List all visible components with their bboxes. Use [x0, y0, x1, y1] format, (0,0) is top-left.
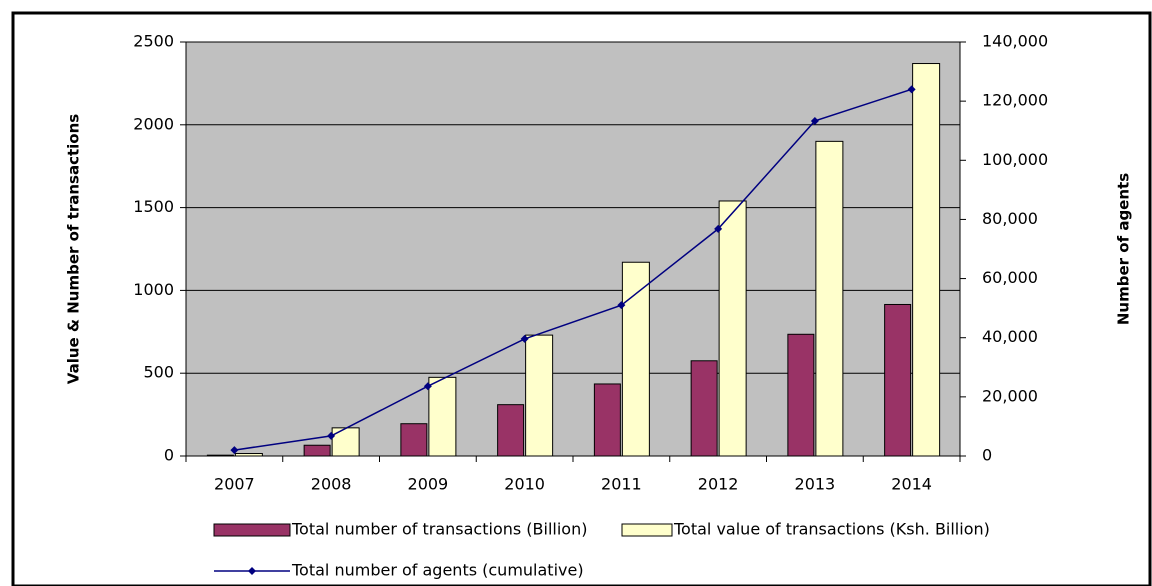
bar: [787, 333, 815, 457]
y-tick-label: 1500: [133, 197, 174, 216]
x-tick-label: 2010: [504, 475, 545, 494]
bar: [428, 376, 457, 457]
line-marker: [907, 85, 916, 94]
bar: [303, 444, 331, 457]
x-tick-label: 2009: [408, 475, 449, 494]
x-tick-label: 2014: [891, 475, 932, 494]
x-tick-label: 2011: [601, 475, 642, 494]
y2-tick-label: 100,000: [982, 150, 1048, 169]
line-marker: [617, 301, 626, 310]
y-axis-label: Value & Number of transactions: [65, 114, 83, 384]
y2-tick-label: 40,000: [982, 327, 1038, 346]
bar: [234, 453, 263, 457]
y2-tick-label: 140,000: [982, 32, 1048, 51]
y-tick-label: 2000: [133, 114, 174, 133]
y2-tick-label: 20,000: [982, 386, 1038, 405]
bar: [497, 404, 525, 457]
line-marker: [714, 224, 723, 233]
y2-tick-label: 60,000: [982, 268, 1038, 287]
y2-tick-label: 120,000: [982, 91, 1048, 110]
legend-label: Total number of agents (cumulative): [291, 561, 584, 580]
line-marker: [810, 116, 819, 125]
x-tick-label: 2007: [214, 475, 255, 494]
y-tick-label: 1000: [133, 280, 174, 299]
bar: [331, 427, 360, 457]
bar: [815, 140, 844, 457]
bar: [593, 383, 621, 457]
plot-area: [186, 42, 960, 456]
y-tick-label: 0: [164, 446, 174, 465]
y2-tick-label: 0: [982, 446, 992, 465]
line-marker: [230, 446, 239, 455]
legend-swatch: [213, 523, 291, 537]
bar: [690, 360, 718, 457]
legend-marker: [248, 567, 256, 575]
line-marker: [520, 334, 529, 343]
x-tick-label: 2013: [795, 475, 836, 494]
bar: [621, 261, 650, 457]
x-tick-label: 2012: [698, 475, 739, 494]
bar: [718, 200, 747, 457]
bar: [400, 423, 428, 457]
legend-label: Total number of transactions (Billion): [291, 520, 587, 539]
line-series: [234, 88, 912, 451]
y-tick-label: 2500: [133, 32, 174, 51]
x-tick-label: 2008: [311, 475, 352, 494]
y-tick-label: 500: [143, 363, 174, 382]
line-marker: [327, 431, 336, 440]
legend-label: Total value of transactions (Ksh. Billio…: [673, 520, 990, 539]
bar: [206, 454, 234, 457]
y2-tick-label: 80,000: [982, 209, 1038, 228]
line-marker: [423, 382, 432, 391]
bar: [884, 303, 912, 457]
bar: [525, 334, 554, 457]
bar: [912, 63, 941, 457]
y2-axis-label: Number of agents: [1115, 173, 1133, 325]
legend-swatch: [621, 523, 673, 537]
